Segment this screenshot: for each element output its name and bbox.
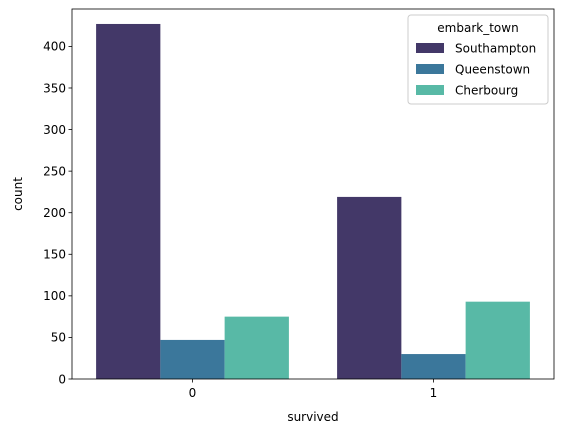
- plot-frame: [71, 8, 555, 380]
- legend-swatch-cherbourg: [416, 85, 444, 95]
- bars-group: [96, 23, 530, 380]
- bar-cherbourg-0: [224, 316, 289, 379]
- bar-queenstown-1: [401, 354, 466, 379]
- y-tick-label: 150: [43, 248, 66, 262]
- x-axis-label: survived: [287, 410, 338, 424]
- y-tick-label: 50: [51, 331, 66, 345]
- x-tick-label: 0: [189, 386, 197, 400]
- y-axis-label: count: [11, 177, 25, 211]
- y-tick-label: 100: [43, 289, 66, 303]
- y-tick-label: 250: [43, 164, 66, 178]
- legend-label-queenstown: Queenstown: [455, 63, 530, 77]
- y-tick-label: 200: [43, 206, 66, 220]
- y-tick-label: 400: [43, 40, 66, 54]
- y-tick-label: 350: [43, 81, 66, 95]
- legend-title: embark_town: [437, 21, 518, 35]
- bar-southampton-1: [337, 196, 402, 379]
- legend-swatch-queenstown: [416, 64, 444, 74]
- y-tick-label: 0: [58, 372, 66, 386]
- bar-southampton-0: [96, 23, 161, 380]
- bar-cherbourg-1: [465, 301, 530, 379]
- y-tick-label: 300: [43, 123, 66, 137]
- x-tick-label: 1: [430, 386, 438, 400]
- legend-label-cherbourg: Cherbourg: [455, 84, 518, 98]
- y-axis-ticks: 0 50 100 150 200 250 300 350 400: [43, 40, 72, 386]
- bar-queenstown-0: [160, 339, 225, 379]
- legend-swatch-southampton: [416, 43, 444, 53]
- legend-box: [407, 14, 549, 105]
- legend: embark_town Southampton Queenstown Cherbou…: [407, 14, 549, 105]
- legend-label-southampton: Southampton: [455, 42, 536, 56]
